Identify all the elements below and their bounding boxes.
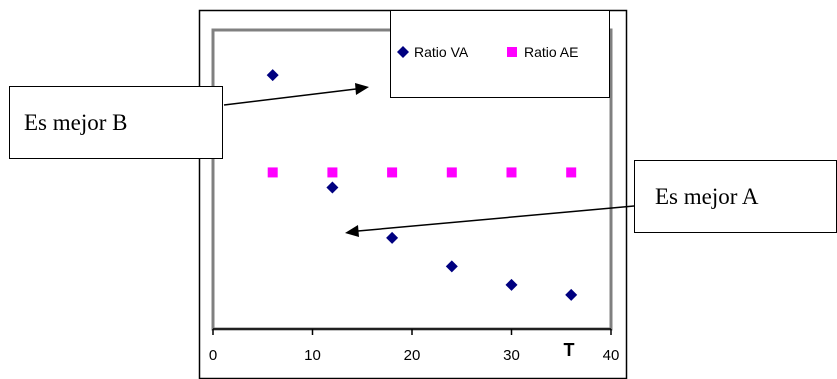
arrow-b-head <box>355 83 369 95</box>
x-axis-tick-labels: 0 10 20 30 40 <box>209 347 620 364</box>
ratio-va-point-4 <box>505 278 518 291</box>
x-axis-ticks <box>212 329 612 335</box>
ratio-va-point-3 <box>445 260 458 273</box>
arrow-a-line <box>357 205 635 232</box>
legend-ratio-ae-label: Ratio AE <box>524 44 578 60</box>
ratio-ae-point-3 <box>446 167 457 178</box>
ratio-ae-point-2 <box>387 167 398 178</box>
legend-ratio-va-marker <box>397 46 409 58</box>
legend-ratio-ae-marker <box>507 47 517 57</box>
ratio-va-point-2 <box>386 231 399 244</box>
x-tick-label-20: 20 <box>404 347 421 364</box>
arrow-b-line <box>223 88 357 106</box>
legend: Ratio VA Ratio AE <box>397 44 578 60</box>
x-tick-label-10: 10 <box>304 347 321 364</box>
ratio-ae-point-0 <box>267 167 278 178</box>
ratio-va-point-1 <box>326 181 339 194</box>
callout-es-mejor-b-text: Es mejor B <box>24 109 128 135</box>
ratio-ae-point-4 <box>506 167 517 178</box>
legend-ratio-va-label: Ratio VA <box>414 44 469 60</box>
x-tick-label-0: 0 <box>209 347 217 364</box>
callout-es-mejor-b: Es mejor B <box>9 86 223 159</box>
x-axis-title: T <box>564 340 575 360</box>
legend-box <box>390 10 610 98</box>
x-tick-label-30: 30 <box>503 347 520 364</box>
annotation-arrows <box>223 83 635 237</box>
x-tick-label-40: 40 <box>603 347 620 364</box>
ratio-va-point-5 <box>565 288 578 301</box>
ratio-ae-point-1 <box>327 167 338 178</box>
data-points <box>266 69 578 301</box>
ratio-ae-point-5 <box>566 167 577 178</box>
arrow-a-head <box>345 225 359 237</box>
callout-es-mejor-a: Es mejor A <box>634 160 837 233</box>
ratio-va-point-0 <box>266 69 279 82</box>
callout-es-mejor-a-text: Es mejor A <box>655 183 759 209</box>
